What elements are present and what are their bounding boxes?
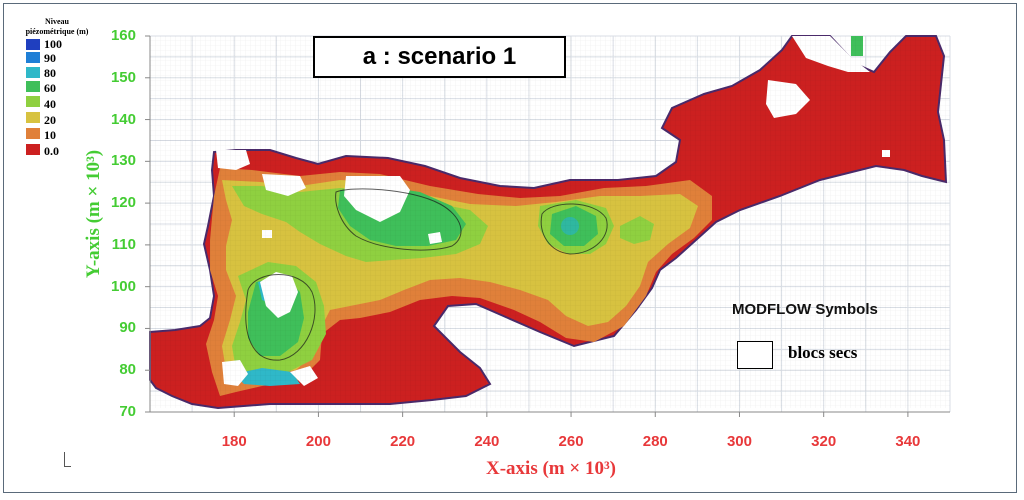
y-tick-label: 160 bbox=[110, 27, 136, 44]
legend-label: 20 bbox=[44, 113, 56, 127]
y-axis-title: Y-axis (m × 10³) bbox=[83, 149, 104, 279]
legend-swatch-80 bbox=[26, 67, 40, 78]
x-tick-label: 240 bbox=[474, 433, 500, 450]
dry-cells-label: blocs secs bbox=[788, 343, 858, 362]
scenario-label: a : scenario 1 bbox=[313, 36, 566, 78]
legend-label: 10 bbox=[44, 128, 56, 142]
y-tick-marks bbox=[145, 35, 151, 413]
legend-swatch-40 bbox=[26, 96, 40, 107]
legend-swatch-90 bbox=[26, 52, 40, 63]
legend-swatch-10 bbox=[26, 128, 40, 139]
y-tick-label: 100 bbox=[110, 277, 136, 295]
y-tick-label: 70 bbox=[119, 403, 136, 420]
legend-swatch-100 bbox=[26, 39, 40, 50]
legend-label: 100 bbox=[44, 37, 62, 51]
legend-swatch-20 bbox=[26, 112, 40, 123]
legend-swatch-0 bbox=[26, 144, 40, 155]
x-tick-label: 200 bbox=[305, 433, 331, 450]
x-axis-title: X-axis (m × 10³) bbox=[486, 458, 616, 479]
cell-grid-overlay bbox=[150, 36, 950, 408]
corner-axis-mark bbox=[64, 452, 71, 467]
y-tick-label: 150 bbox=[110, 68, 136, 86]
y-tick-label: 130 bbox=[110, 152, 136, 170]
figure-frame bbox=[3, 3, 1017, 493]
x-tick-label: 320 bbox=[811, 433, 837, 450]
legend-label: 0.0 bbox=[44, 144, 59, 158]
y-tick-label: 90 bbox=[119, 319, 136, 337]
legend-label: 40 bbox=[44, 97, 56, 111]
scenario-label-text: a : scenario 1 bbox=[362, 43, 517, 70]
legend-title: Niveau piézométrique (m) bbox=[25, 17, 89, 36]
x-tick-label: 260 bbox=[558, 433, 584, 450]
y-tick-label: 110 bbox=[111, 235, 136, 253]
x-tick-label: 340 bbox=[895, 433, 921, 450]
x-tick-label: 220 bbox=[390, 433, 416, 450]
x-tick-marks bbox=[150, 411, 950, 417]
y-tick-label: 80 bbox=[119, 361, 136, 379]
y-tick-label: 140 bbox=[110, 110, 136, 128]
legend-label: 60 bbox=[44, 81, 56, 95]
modflow-symbols-title: MODFLOW Symbols bbox=[732, 301, 878, 318]
y-tick-label: 120 bbox=[110, 194, 136, 212]
x-tick-label: 180 bbox=[221, 433, 247, 450]
x-tick-label: 300 bbox=[726, 433, 752, 450]
legend-label: 80 bbox=[44, 66, 56, 80]
dry-cells-swatch bbox=[737, 341, 773, 369]
legend-label: 90 bbox=[44, 51, 56, 65]
x-tick-label: 280 bbox=[642, 433, 668, 450]
legend-swatch-60 bbox=[26, 81, 40, 92]
